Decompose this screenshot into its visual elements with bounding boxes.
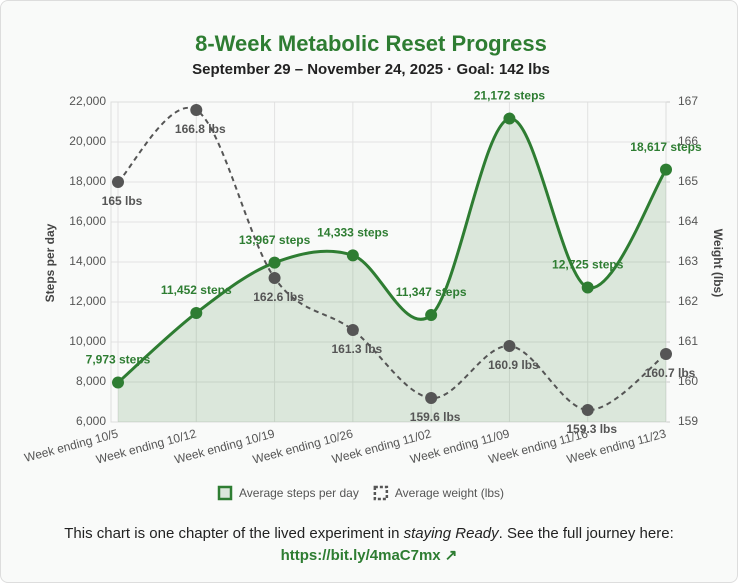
y2-axis-label: Weight (lbs) — [711, 229, 725, 297]
area — [118, 118, 666, 422]
point — [190, 104, 203, 116]
y-tick-label: 14,000 — [69, 254, 106, 268]
y2-tick-label: 165 — [678, 174, 698, 188]
point — [581, 281, 594, 294]
y2-tick-label: 161 — [678, 334, 698, 348]
y2-tick-label: 166 — [678, 134, 698, 148]
data-label: 18,617 steps — [630, 140, 702, 154]
y-tick-label: 20,000 — [69, 134, 106, 148]
footer-text: This chart is one chapter of the lived e… — [64, 525, 400, 542]
point — [581, 404, 594, 416]
chart-subtitle: September 29 – November 24, 2025 · Goal:… — [192, 61, 550, 78]
data-label: 11,452 steps — [161, 283, 232, 297]
footer-link[interactable]: https://bit.ly/4maC7mx ↗ — [280, 547, 458, 564]
legend-label: Average steps per day — [239, 486, 359, 500]
y-tick-label: 16,000 — [69, 214, 106, 228]
point — [112, 176, 124, 188]
point — [503, 112, 516, 125]
y2-tick-label: 164 — [678, 214, 698, 228]
y2-tick-label: 167 — [678, 94, 698, 108]
y-tick-label: 6,000 — [76, 414, 106, 428]
data-label: 160.7 lbs — [645, 366, 696, 380]
point — [190, 306, 203, 319]
data-label: 21,172 steps — [474, 89, 546, 103]
footer: This chart is one chapter of the lived e… — [1, 523, 737, 567]
data-label: 14,333 steps — [317, 226, 389, 240]
y-tick-label: 18,000 — [69, 174, 106, 188]
data-label: 159.6 lbs — [410, 410, 461, 424]
data-label: 159.3 lbs — [566, 422, 617, 436]
y-tick-label: 12,000 — [69, 294, 106, 308]
y-tick-label: 10,000 — [69, 334, 106, 348]
y-tick-label: 8,000 — [76, 374, 106, 388]
chart: 8-Week Metabolic Reset Progress Septembe… — [23, 31, 725, 501]
y2-tick-label: 162 — [678, 294, 698, 308]
y-tick-label: 22,000 — [69, 94, 106, 108]
y2-tick-label: 163 — [678, 254, 698, 268]
point — [346, 324, 359, 336]
plot-border — [110, 101, 667, 423]
point — [346, 249, 359, 262]
data-label: 162.6 lbs — [253, 290, 304, 304]
y-axis-label: Steps per day — [43, 223, 57, 302]
point — [425, 392, 438, 404]
point — [268, 256, 281, 269]
data-label: 7,973 steps — [86, 353, 151, 367]
point — [660, 163, 672, 176]
point — [660, 348, 672, 360]
legend-swatch — [373, 485, 389, 501]
point — [112, 376, 124, 389]
data-label: 13,967 steps — [239, 233, 311, 247]
data-label: 11,347 steps — [396, 285, 467, 299]
point — [268, 272, 281, 284]
chart-title: 8-Week Metabolic Reset Progress — [195, 31, 547, 56]
data-label: 166.8 lbs — [175, 122, 226, 136]
legend-swatch — [217, 485, 233, 501]
footer-emphasis: staying Ready — [403, 525, 499, 542]
data-label: 161.3 lbs — [332, 342, 383, 356]
data-label: 160.9 lbs — [488, 358, 539, 372]
line — [117, 106, 667, 412]
point — [503, 340, 516, 352]
legend-label: Average weight (lbs) — [395, 486, 504, 500]
data-label: 165 lbs — [102, 194, 143, 208]
data-label: 12,725 steps — [552, 258, 624, 272]
footer-text: . See the full journey here: — [498, 525, 674, 542]
point — [425, 309, 438, 322]
y2-tick-label: 160 — [678, 374, 698, 388]
y2-tick-label: 159 — [678, 414, 698, 428]
